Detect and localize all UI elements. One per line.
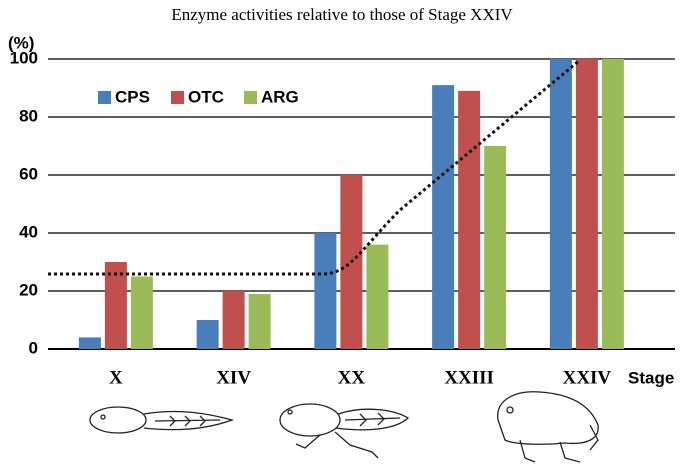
bar: [248, 293, 271, 349]
x-tick-label: XXIII: [444, 367, 494, 388]
x-tick-label: XXIV: [563, 367, 612, 388]
y-tick-label: 60: [19, 164, 38, 183]
x-tick-label: XIV: [216, 367, 251, 388]
tadpole-x: [89, 406, 235, 434]
bar: [222, 291, 245, 349]
y-axis-label: (%): [8, 33, 34, 52]
bar: [366, 244, 389, 349]
bar: [458, 90, 481, 350]
x-axis-label: Stage: [628, 368, 674, 387]
legend-swatch: [244, 91, 257, 104]
bar: [196, 320, 219, 349]
legend-swatch: [98, 91, 111, 104]
y-tick-label: 0: [29, 338, 38, 357]
trend-line: [48, 58, 581, 276]
x-tick-label: XX: [338, 367, 366, 388]
x-tick-label: X: [109, 367, 123, 388]
bar: [549, 59, 572, 349]
tadpole-xx: [279, 403, 410, 459]
y-tick-label: 100: [10, 48, 38, 67]
y-tick-label: 40: [19, 222, 38, 241]
bar: [601, 59, 624, 349]
y-tick-label: 80: [19, 106, 38, 125]
legend-swatch: [171, 91, 184, 104]
legend-label: OTC: [188, 87, 224, 106]
legend-label: ARG: [261, 87, 299, 106]
bar: [432, 85, 455, 349]
legend-label: CPS: [115, 87, 150, 106]
bar: [78, 337, 101, 349]
bar: [575, 59, 598, 349]
bar: [314, 233, 337, 349]
chart-title: Enzyme activities relative to those of S…: [171, 5, 513, 24]
legend: CPS OTC ARG: [98, 87, 299, 106]
frog: [497, 391, 599, 463]
y-tick-label: 20: [19, 280, 38, 299]
bar: [104, 262, 127, 349]
bar: [484, 146, 507, 349]
bar: [130, 276, 153, 349]
